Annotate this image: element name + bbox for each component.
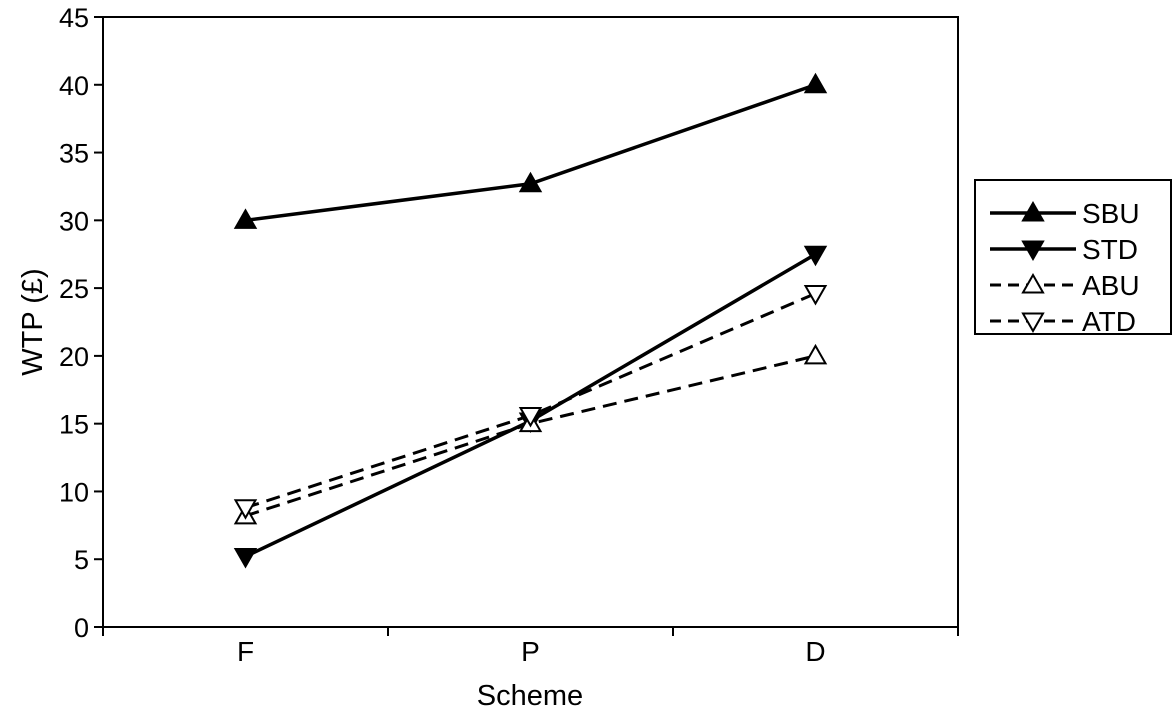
series-atd	[233, 285, 828, 520]
x-tick-label: F	[237, 636, 254, 667]
x-tick-label: P	[521, 636, 540, 667]
legend-item-atd: ATD	[990, 306, 1136, 337]
data-point	[518, 171, 543, 193]
plot-frame	[102, 16, 959, 628]
legend-label: SBU	[1082, 198, 1140, 229]
axes: 0 5 10 15 20 25 30 35 40 45 F P D	[59, 3, 959, 667]
legend-label: ATD	[1082, 306, 1136, 337]
legend-swatch-marker	[1021, 272, 1045, 294]
legend-swatch-marker	[1021, 312, 1045, 334]
series-line	[245, 354, 816, 518]
legend: SBU STD ABU ATD	[974, 179, 1172, 337]
data-point	[803, 343, 828, 365]
series-abu	[233, 343, 828, 525]
legend-swatch-marker	[1021, 200, 1045, 222]
y-tick-label: 5	[74, 545, 89, 575]
data-point	[233, 499, 258, 520]
y-axis-title: WTP (£)	[17, 268, 49, 375]
legend-item-std: STD	[990, 234, 1138, 265]
data-point	[803, 285, 828, 306]
y-tick-label: 45	[59, 3, 89, 33]
series-std	[233, 245, 828, 569]
y-tick-label: 0	[74, 613, 89, 643]
data-point	[233, 208, 258, 229]
y-tick-label: 35	[59, 139, 89, 169]
y-tick-label: 15	[59, 410, 89, 440]
legend-item-sbu: SBU	[990, 198, 1140, 229]
y-tick-label: 10	[59, 477, 89, 507]
legend-label: STD	[1082, 234, 1138, 265]
series-line	[244, 252, 817, 559]
y-tick-label: 40	[59, 71, 89, 101]
x-axis-title: Scheme	[477, 680, 583, 712]
legend-item-abu: ABU	[990, 270, 1140, 301]
y-tick-label: 20	[59, 342, 89, 372]
data-point	[233, 548, 258, 569]
x-tick-label: D	[805, 636, 825, 667]
series-sbu	[233, 72, 828, 229]
data-point	[803, 245, 828, 267]
y-tick-label: 30	[59, 206, 89, 236]
legend-label: ABU	[1082, 270, 1140, 301]
series-lines	[233, 72, 828, 569]
series-line	[245, 292, 817, 510]
data-point	[518, 407, 543, 428]
series-line	[245, 83, 817, 223]
data-point	[803, 72, 828, 94]
y-tick-label: 25	[59, 274, 89, 304]
legend-box	[974, 179, 1172, 335]
legend-swatch-marker	[1021, 240, 1045, 262]
plot-area	[102, 16, 959, 628]
